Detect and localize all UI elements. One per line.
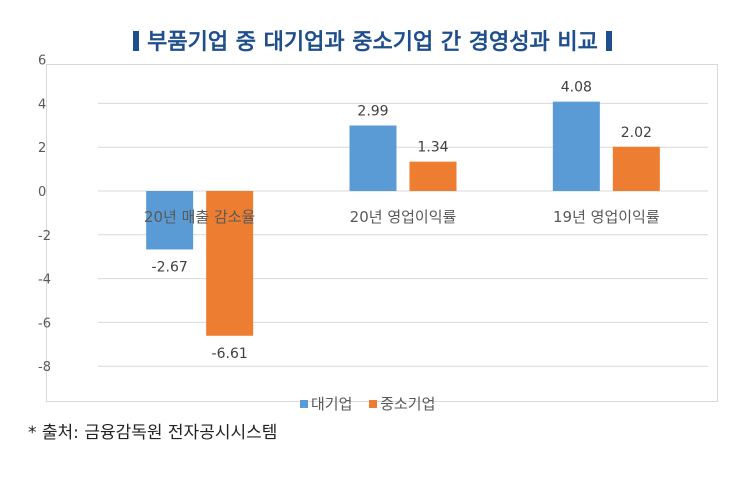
category-label: 19년 영업이익률 [553, 208, 660, 226]
y-tick-label: -8 [38, 360, 51, 375]
chart-title-text: 부품기업 중 대기업과 중소기업 간 경영성과 비교 [147, 30, 598, 55]
source-note: * 출처: 금융감독원 전자공시시스템 [28, 423, 278, 443]
data-label: 2.02 [621, 125, 652, 141]
legend-label-large: 대기업 [311, 395, 353, 413]
bar [349, 125, 397, 191]
data-label: -6.61 [212, 346, 248, 362]
bar [552, 101, 600, 191]
data-label: 1.34 [417, 140, 448, 156]
legend-swatch-large [300, 399, 308, 408]
y-tick-label: 2 [38, 141, 46, 156]
y-tick-label: 0 [38, 185, 46, 200]
title-bar-left [133, 31, 140, 51]
legend-item-sme: 중소기업 [369, 393, 435, 414]
y-tick-label: 6 [38, 54, 46, 69]
legend-swatch-sme [369, 399, 378, 408]
bar [409, 161, 457, 191]
y-tick-label: 4 [38, 97, 46, 112]
title-bar-right [605, 31, 612, 51]
data-label: 4.08 [561, 80, 592, 96]
legend: 대기업 중소기업 [300, 393, 447, 414]
data-label: -2.67 [152, 259, 188, 275]
data-label: 2.99 [357, 104, 388, 120]
legend-label-sme: 중소기업 [380, 395, 436, 413]
y-tick-label: -2 [38, 229, 51, 244]
legend-item-large: 대기업 [300, 393, 352, 414]
chart-title: 부품기업 중 대기업과 중소기업 간 경영성과 비교 [0, 24, 745, 56]
bar [206, 191, 254, 336]
y-tick-label: -4 [38, 273, 51, 288]
chart-frame [46, 64, 718, 402]
y-tick-label: -6 [38, 316, 51, 331]
bar [612, 146, 660, 191]
category-label: 20년 매출 감소율 [144, 208, 255, 226]
category-label: 20년 영업이익률 [350, 208, 457, 226]
bar [146, 191, 194, 250]
